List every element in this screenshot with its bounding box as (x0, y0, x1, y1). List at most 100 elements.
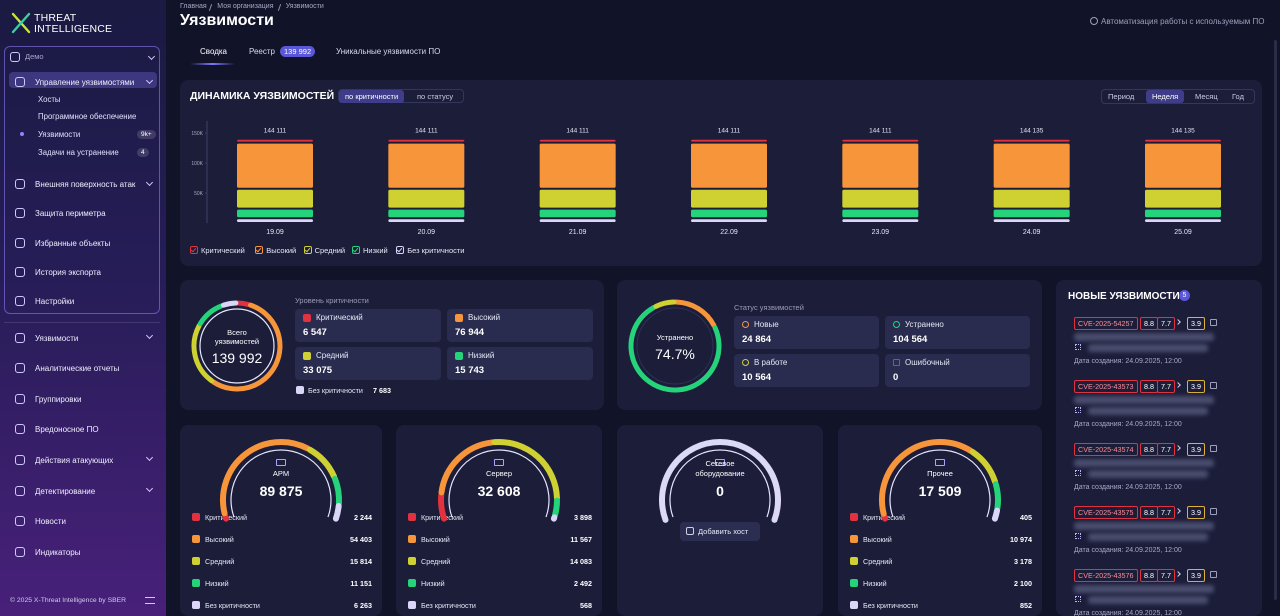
level-tile (295, 309, 441, 342)
mode-button[interactable]: по статусу (417, 92, 454, 101)
copy-icon[interactable] (1210, 319, 1217, 326)
copy-icon[interactable] (1210, 508, 1217, 515)
status-value: 24 864 (742, 334, 772, 345)
plus-icon (686, 527, 694, 535)
score: 7.7 (1157, 317, 1175, 330)
cve-id[interactable]: CVE-2025-43576 (1074, 569, 1138, 582)
period-toggle (1101, 89, 1255, 104)
nav-item[interactable]: Уязвимости (35, 334, 79, 343)
level-value: 852 (1020, 601, 1032, 610)
nav-item[interactable]: Настройки (35, 297, 75, 306)
period-button[interactable]: Месяц (1195, 92, 1218, 101)
cve-id[interactable]: CVE-2025-43573 (1074, 380, 1138, 393)
nav-item[interactable]: Индикаторы (35, 548, 81, 557)
device-total: 89 875 (259, 483, 303, 499)
nav-item[interactable]: История экспорта (35, 268, 101, 277)
level-swatch (408, 601, 416, 609)
icon (15, 516, 25, 526)
level-value: 76 944 (455, 327, 485, 338)
score: 7.7 (1157, 569, 1175, 582)
level-swatch (850, 513, 858, 521)
legend-label: Низкий (363, 246, 388, 255)
copy-icon[interactable] (1210, 445, 1217, 452)
vendor-icon (1075, 596, 1081, 602)
legend-box[interactable] (396, 246, 405, 254)
status-name: Новые (754, 320, 779, 329)
new-score: 3.9 (1187, 569, 1205, 582)
blurred-text (1088, 596, 1208, 604)
legend-box[interactable] (255, 246, 264, 254)
nav-item[interactable]: Избранные объекты (35, 239, 111, 248)
level-name: Критический (421, 513, 464, 522)
help-link[interactable]: Автоматизация работы с используемым ПО (1101, 17, 1265, 26)
nav-item[interactable]: Защита периметра (35, 209, 106, 218)
nav-item[interactable]: Аналитические отчеты (35, 364, 120, 373)
divider (4, 322, 160, 323)
icon (15, 486, 25, 496)
level-swatch (850, 601, 858, 609)
copy-icon[interactable] (1210, 382, 1217, 389)
nav-item[interactable]: Группировки (35, 395, 82, 404)
cve-id[interactable]: CVE-2025-54257 (1074, 317, 1138, 330)
nav-item[interactable]: Детектирование (35, 487, 96, 496)
level-value: 15 743 (455, 365, 485, 376)
add-host-button[interactable] (680, 522, 760, 541)
nav-item[interactable]: Внешняя поверхность атак (35, 180, 136, 189)
tab[interactable]: Сводка (200, 47, 228, 56)
legend-box[interactable] (190, 246, 198, 254)
level-value: 405 (1020, 513, 1032, 522)
footer: © 2025 X-Threat Intelligence by SBER (10, 597, 127, 604)
sub-item[interactable]: Хосты (38, 95, 61, 104)
period-button[interactable]: Неделя (1146, 90, 1185, 103)
breadcrumb[interactable]: Главная (180, 3, 207, 10)
breadcrumb[interactable]: Моя организация (217, 3, 274, 10)
vendor-icon (1075, 470, 1081, 476)
nav-item[interactable]: Вредоносное ПО (35, 425, 99, 434)
sub-item[interactable]: Задачи на устранение (38, 148, 119, 157)
period-button[interactable]: Год (1232, 92, 1244, 101)
new-score: 3.9 (1187, 380, 1205, 393)
score: 8.8 (1140, 380, 1158, 393)
group-box (4, 46, 160, 314)
level-swatch (296, 386, 304, 394)
count-badge: 5 (1179, 290, 1190, 301)
cve-id[interactable]: CVE-2025-43574 (1074, 443, 1138, 456)
chart-card (180, 80, 1262, 266)
blurred-text (1074, 396, 1214, 404)
nav-item[interactable]: Действия атакующих (35, 456, 114, 465)
tab[interactable]: Уникальные уязвимости ПО (336, 47, 441, 56)
sub-item[interactable]: Программное обеспечение (38, 112, 137, 121)
nav-item[interactable]: Управление уязвимостями (35, 78, 135, 87)
level-swatch (850, 535, 858, 543)
level-name: Критический (205, 513, 248, 522)
creation-date: Дата создания: 24.09.2025, 12:00 (1074, 421, 1182, 428)
collapse-btn[interactable] (145, 597, 155, 604)
status-name: В работе (754, 358, 788, 367)
status-tile (885, 316, 1030, 349)
level-name: Без критичности (421, 601, 476, 610)
level-name: Средний (863, 557, 893, 566)
mode-button[interactable]: по критичности (339, 90, 405, 103)
score: 7.7 (1157, 506, 1175, 519)
copy-icon[interactable] (1210, 571, 1217, 578)
device-total: 0 (716, 483, 724, 499)
level-tile (447, 347, 593, 380)
level-swatch (192, 535, 200, 543)
cve-id[interactable]: CVE-2025-43575 (1074, 506, 1138, 519)
level-name: Низкий (421, 579, 445, 588)
icon (15, 547, 25, 557)
nav-item[interactable]: Новости (35, 517, 66, 526)
tab[interactable]: Реестр (249, 47, 275, 56)
score: 7.7 (1157, 443, 1175, 456)
device-total: 32 608 (477, 483, 521, 499)
icon (15, 333, 25, 343)
legend-box[interactable] (352, 246, 360, 254)
level-swatch (408, 557, 416, 565)
level-name: Высокий (863, 535, 892, 544)
legend-box[interactable] (303, 246, 312, 254)
device-name: Сервер (485, 469, 512, 478)
sub-item[interactable]: Уязвимости (38, 130, 81, 139)
level-value: 11 151 (350, 579, 372, 588)
level-name: Средний (421, 557, 451, 566)
level-value: 3 898 (574, 513, 592, 522)
